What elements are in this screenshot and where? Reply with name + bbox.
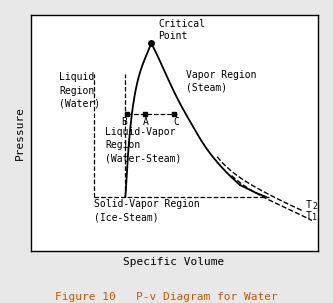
Text: T: T bbox=[306, 211, 312, 221]
Text: T: T bbox=[306, 200, 312, 210]
Text: A: A bbox=[143, 117, 148, 127]
Text: B: B bbox=[122, 117, 127, 127]
Text: 1: 1 bbox=[312, 213, 317, 222]
Text: 2: 2 bbox=[312, 201, 317, 211]
X-axis label: Specific Volume: Specific Volume bbox=[124, 257, 225, 267]
Text: Vapor Region
(Steam): Vapor Region (Steam) bbox=[185, 70, 256, 93]
Text: C: C bbox=[173, 117, 179, 127]
Text: Liquid
Region
(Water): Liquid Region (Water) bbox=[59, 72, 100, 109]
Text: Critical
Point: Critical Point bbox=[158, 19, 205, 41]
Text: Liquid-Vapor
Region
(Water-Steam): Liquid-Vapor Region (Water-Steam) bbox=[105, 127, 181, 163]
Text: Figure 10   P-v Diagram for Water: Figure 10 P-v Diagram for Water bbox=[55, 292, 278, 302]
Y-axis label: Pressure: Pressure bbox=[15, 106, 25, 160]
Text: Solid-Vapor Region
(Ice-Steam): Solid-Vapor Region (Ice-Steam) bbox=[94, 199, 199, 223]
